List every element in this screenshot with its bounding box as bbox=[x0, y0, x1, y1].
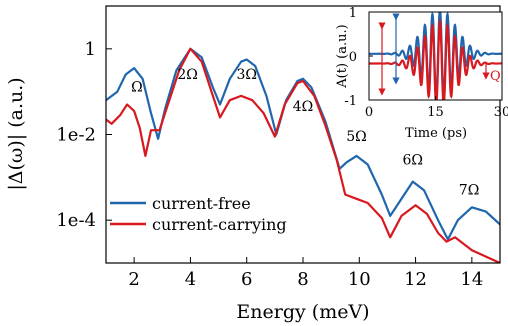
inset-x-tick-label: 15 bbox=[427, 105, 444, 120]
inset-series-line-current-carrying bbox=[369, 17, 502, 100]
inset-q-label: Q bbox=[490, 69, 501, 84]
harmonic-labels: Ω 2Ω 3Ω 4Ω 5Ω 6Ω 7Ω bbox=[131, 67, 479, 199]
harmonic-label: 5Ω bbox=[346, 129, 367, 145]
legend-label-current-free: current-free bbox=[152, 194, 251, 213]
legend-label-current-carrying: current-carrying bbox=[152, 215, 287, 234]
x-axis-label: Energy (meV) bbox=[236, 301, 369, 323]
harmonic-label: Ω bbox=[131, 80, 143, 96]
main-series-group bbox=[106, 47, 500, 263]
harmonic-label: 7Ω bbox=[459, 182, 480, 198]
harmonic-label: 4Ω bbox=[293, 99, 314, 115]
harmonic-label: 2Ω bbox=[177, 67, 198, 83]
y-axis-label: |Δ(ω)| (a.u.) bbox=[5, 77, 27, 190]
main-ticks: 2 4 6 8 10 12 14 1 1e-2 1e-4 bbox=[56, 39, 483, 290]
x-tick-label: 6 bbox=[241, 269, 252, 290]
y-tick-label: 1 bbox=[85, 39, 96, 60]
y-tick-label: 1e-4 bbox=[56, 210, 96, 231]
inset-y-axis-label: A(t) (a.u.) bbox=[335, 24, 350, 88]
x-tick-label: 2 bbox=[128, 269, 139, 290]
inset-x-tick-label: 30 bbox=[494, 105, 508, 120]
x-tick-label: 12 bbox=[404, 269, 427, 290]
x-tick-label: 10 bbox=[348, 269, 371, 290]
x-tick-label: 14 bbox=[460, 269, 483, 290]
inset-x-tick-label: 0 bbox=[365, 105, 373, 120]
inset-ticks: 0 15 30 1 0 -1 bbox=[344, 6, 508, 120]
harmonic-label: 3Ω bbox=[236, 67, 257, 83]
inset-plot: 0 15 30 1 0 -1 Time (ps) A(t) (a.u.) Q bbox=[335, 6, 508, 141]
legend: current-free current-carrying bbox=[110, 194, 287, 234]
inset-x-axis-label: Time (ps) bbox=[405, 126, 467, 141]
x-tick-label: 8 bbox=[297, 269, 308, 290]
series-line-current-carrying bbox=[106, 47, 500, 263]
inset-y-tick-label: -1 bbox=[344, 94, 357, 109]
inset-y-tick-label: 1 bbox=[349, 6, 357, 21]
inset-series-group bbox=[369, 12, 502, 100]
y-tick-label: 1e-2 bbox=[56, 125, 96, 146]
harmonic-label: 6Ω bbox=[402, 152, 423, 168]
inset-amplitude-arrows: Q bbox=[378, 13, 501, 96]
inset-y-tick-label: 0 bbox=[349, 50, 357, 65]
x-tick-label: 4 bbox=[185, 269, 196, 290]
